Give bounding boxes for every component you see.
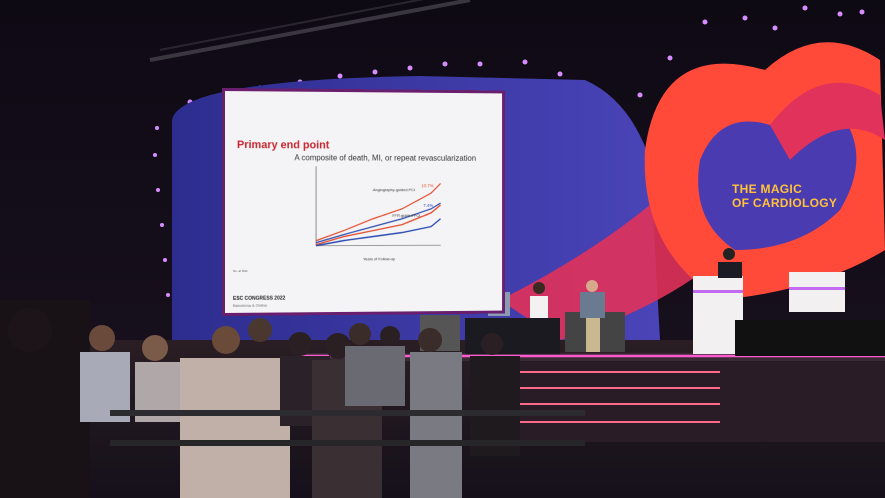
value-angio: 10.7% <box>421 183 433 188</box>
logo-line-1: THE MAGIC <box>732 182 803 196</box>
value-ffr: 7.4% <box>423 203 433 208</box>
logo-line-2: OF CARDIOLOGY <box>732 196 838 210</box>
presentation-slide: Primary end point A composite of death, … <box>222 88 505 316</box>
panel-area <box>420 280 625 354</box>
km-curve-chart: Angiography-guided PCI FFR-guided PCI 10… <box>304 161 441 261</box>
heart-logo <box>644 42 885 300</box>
no-at-risk-label: No. at Risk <box>232 268 248 273</box>
x-axis-label: Years of Follow-up <box>363 256 396 261</box>
slide-title: Primary end point <box>236 139 330 152</box>
slide-footer-location: Barcelona & Online <box>232 302 268 308</box>
ffr-curve-upper <box>316 203 441 243</box>
legend-angio: Angiography-guided PCI <box>373 187 415 192</box>
event-logo-text: THE MAGIC OF CARDIOLOGY <box>732 182 837 210</box>
podiums <box>693 248 885 356</box>
ffr-curve <box>316 219 441 246</box>
lighting-truss <box>149 0 471 62</box>
legend-ffr: FFR-guided PCI <box>392 213 420 218</box>
slide-footer-event: ESC CONGRESS 2022 <box>232 295 286 302</box>
audience <box>0 300 585 498</box>
